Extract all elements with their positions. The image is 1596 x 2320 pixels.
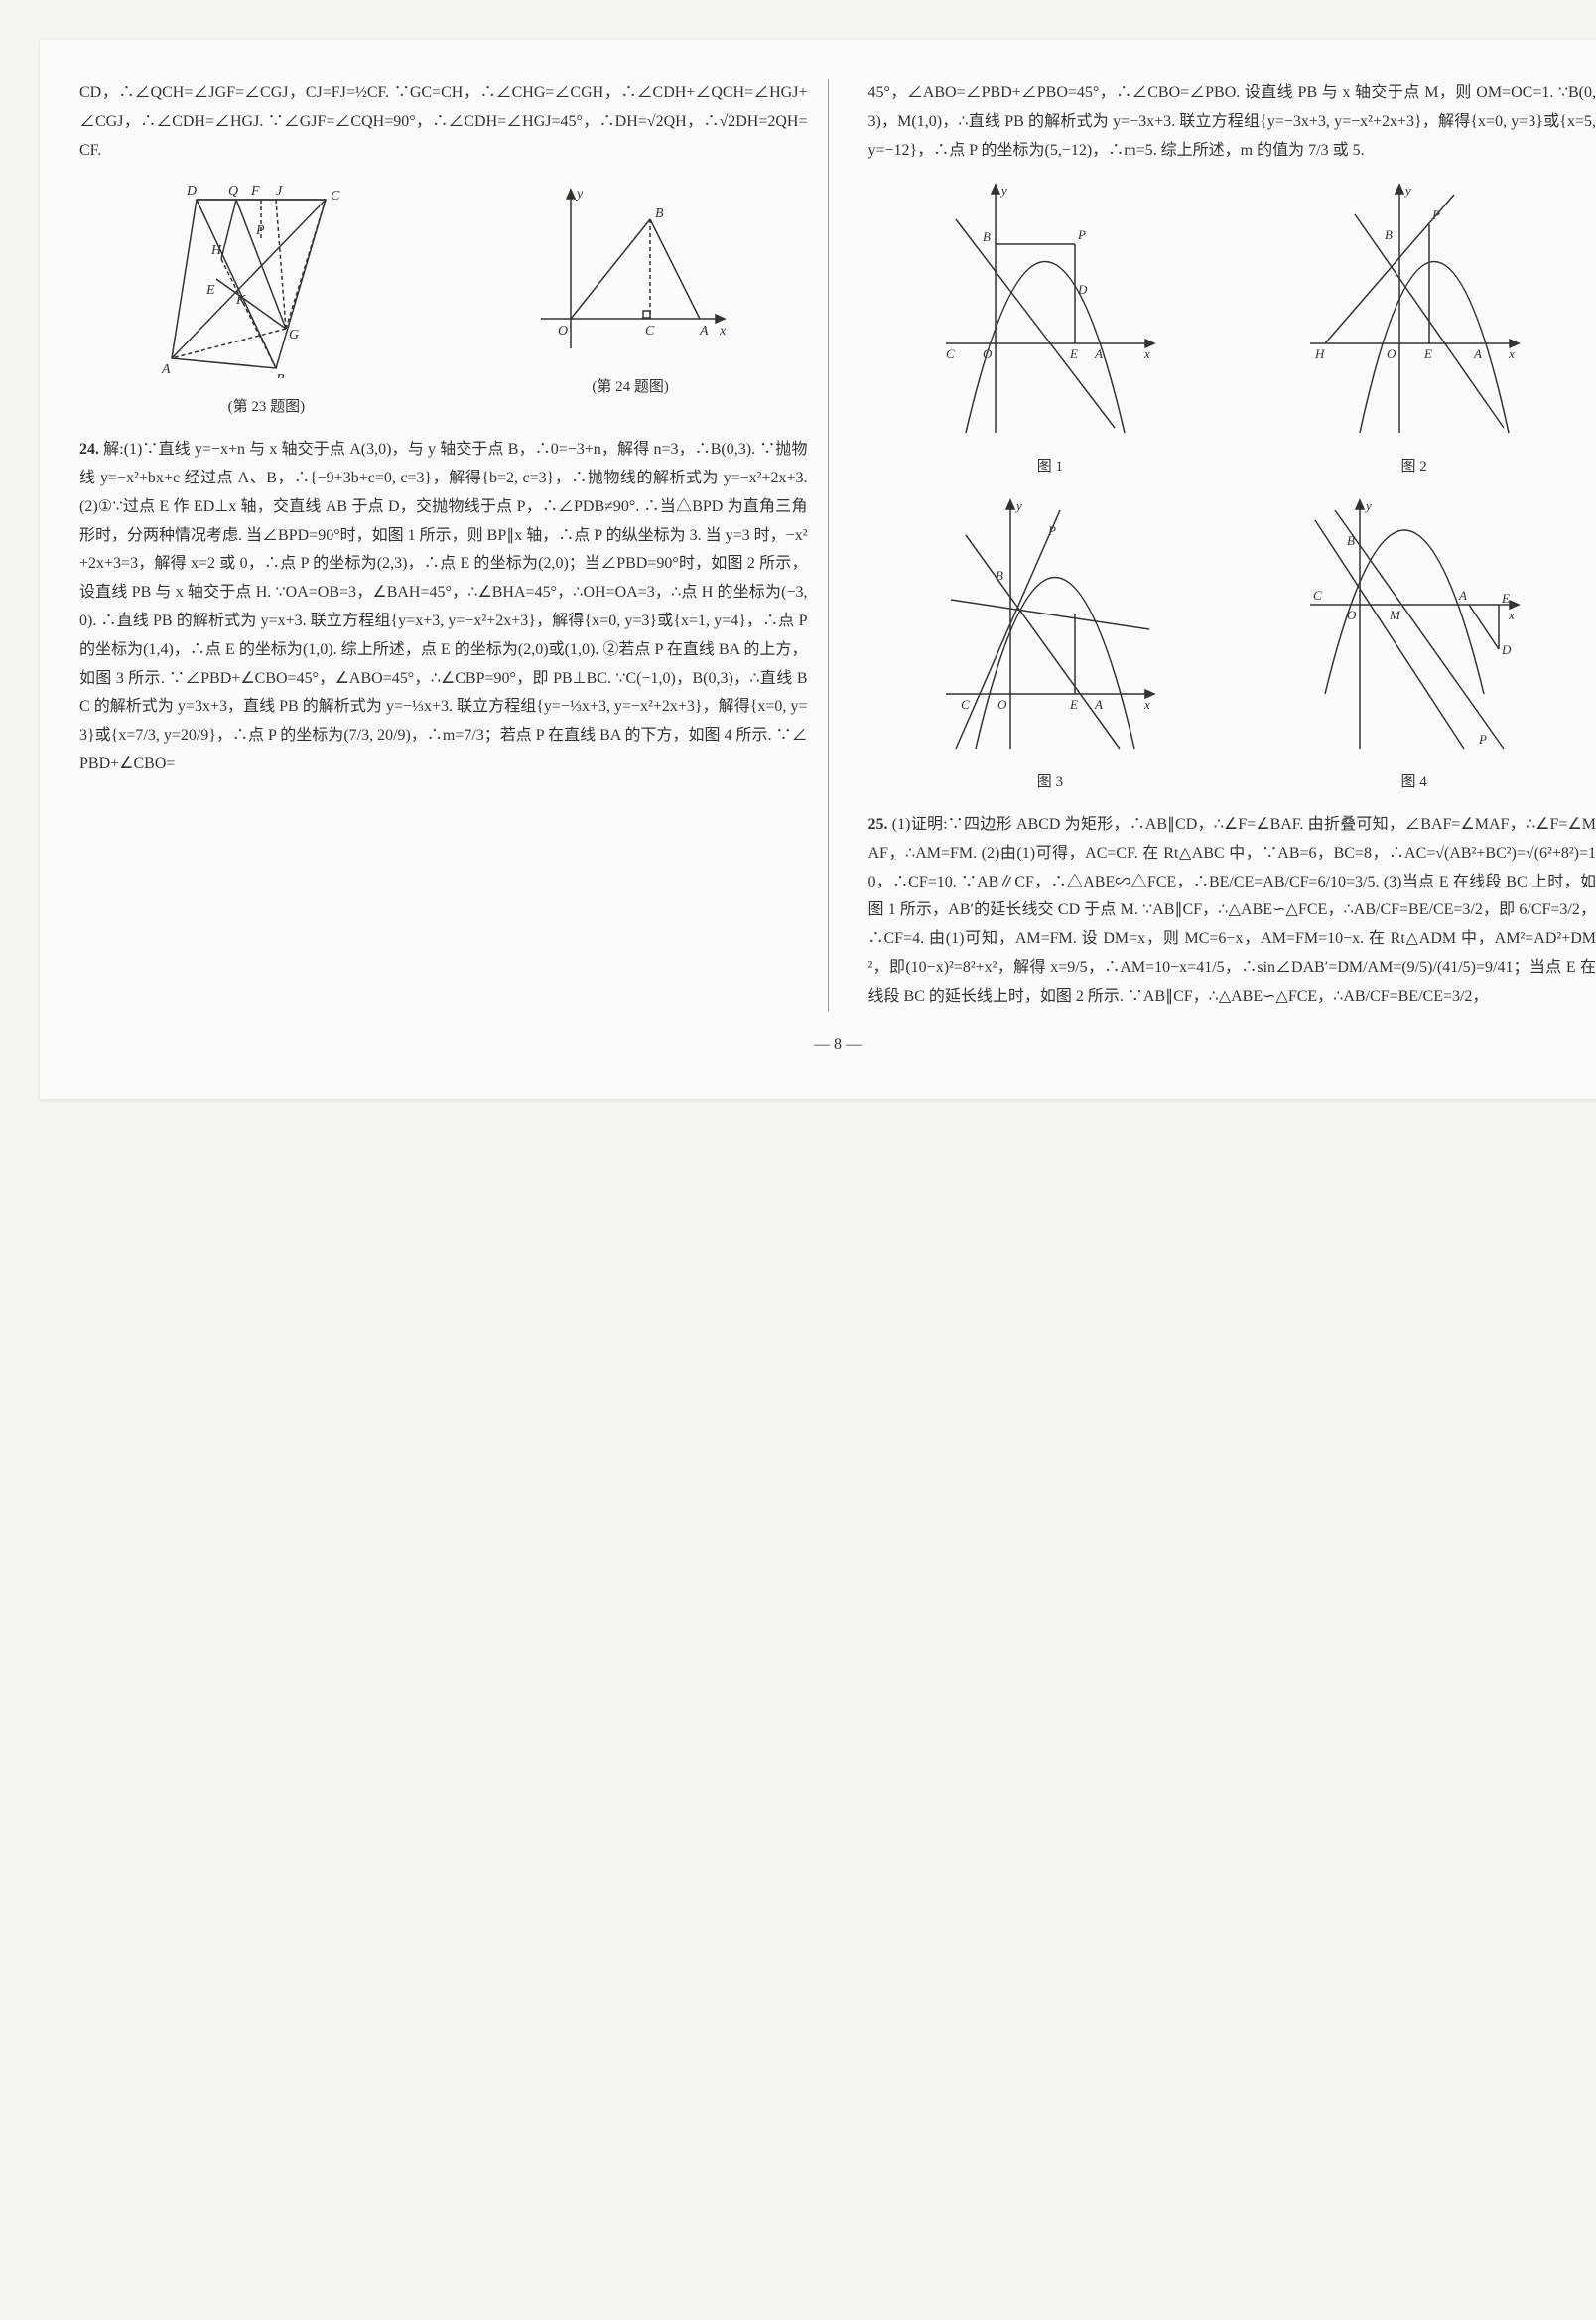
right-column: 45°，∠ABO=∠PBD+∠PBO=45°，∴∠CBO=∠PBO. 设直线 P… [849,79,1596,1012]
svg-text:H: H [210,243,222,258]
svg-text:y: y [999,183,1007,198]
svg-text:A: A [161,362,171,377]
paragraph-continuation: CD，∴∠QCH=∠JGF=∠CGJ，CJ=FJ=½CF. ∵GC=CH，∴∠C… [79,79,808,165]
svg-text:A: A [1094,697,1103,712]
svg-text:y: y [1403,183,1411,198]
svg-text:P: P [1047,523,1056,538]
svg-text:P: P [1431,207,1440,222]
fig4-box: O A B C D E M P x y 图 4 [1305,495,1524,796]
svg-text:x: x [719,324,727,339]
diagram-row-fig34: O A B C E P x y 图 3 [868,495,1596,796]
diagram-23-box: A B C D E F G H J K P Q [157,180,375,421]
svg-text:B: B [996,568,1003,583]
svg-text:E: E [1501,591,1510,606]
svg-text:A: A [1458,588,1467,603]
svg-text:P: P [1478,732,1487,747]
fig1-svg: O A B C D E P x y [941,180,1159,438]
diagram-24-svg: O A B C x y [531,180,730,358]
page-number: — 8 — [79,1031,1596,1060]
problem-24-text: 24. 解:(1)∵直线 y=−x+n 与 x 轴交于点 A(3,0)，与 y … [79,436,808,779]
fig4-caption: 图 4 [1305,769,1524,796]
svg-text:D: D [1077,282,1088,297]
svg-text:O: O [1347,608,1357,622]
svg-text:G: G [289,328,299,342]
svg-text:x: x [1143,697,1150,712]
svg-text:M: M [1389,608,1401,622]
svg-text:A: A [1473,346,1482,361]
svg-text:C: C [331,189,340,204]
svg-text:B: B [655,206,664,221]
svg-text:C: C [645,324,655,339]
svg-text:C: C [961,697,970,712]
svg-text:B: B [1385,227,1393,242]
svg-text:x: x [1508,608,1515,622]
diagram-23-caption: (第 23 题图) [157,394,375,421]
svg-text:B: B [1347,533,1355,548]
svg-text:H: H [1314,346,1325,361]
svg-text:A: A [1094,346,1103,361]
diagram-24-caption: (第 24 题图) [531,374,730,401]
left-column: CD，∴∠QCH=∠JGF=∠CGJ，CJ=FJ=½CF. ∵GC=CH，∴∠C… [79,79,829,1012]
fig2-svg: O A B E H P x y [1305,180,1524,438]
svg-text:E: E [1069,697,1078,712]
svg-text:D: D [186,184,197,199]
svg-text:C: C [1313,588,1322,603]
svg-text:P: P [255,223,265,238]
svg-text:B: B [983,229,991,244]
svg-text:A: A [699,324,709,339]
svg-text:C: C [946,346,955,361]
problem-24-number: 24. [79,441,99,458]
svg-text:O: O [998,697,1007,712]
fig3-box: O A B C E P x y 图 3 [941,495,1159,796]
svg-text:B: B [276,372,285,378]
svg-text:E: E [1069,346,1078,361]
svg-text:y: y [1014,498,1022,513]
problem-24-body: 解:(1)∵直线 y=−x+n 与 x 轴交于点 A(3,0)，与 y 轴交于点… [79,441,808,772]
two-column-layout: CD，∴∠QCH=∠JGF=∠CGJ，CJ=FJ=½CF. ∵GC=CH，∴∠C… [79,79,1596,1012]
svg-text:y: y [575,187,584,202]
fig1-caption: 图 1 [941,454,1159,480]
svg-text:O: O [983,346,993,361]
diagram-row-23-24: A B C D E F G H J K P Q [79,180,808,421]
problem-25-number: 25. [868,816,888,833]
fig1-box: O A B C D E P x y 图 1 [941,180,1159,480]
svg-text:x: x [1143,346,1150,361]
fig3-caption: 图 3 [941,769,1159,796]
svg-text:P: P [1077,227,1086,242]
fig2-box: O A B E H P x y 图 2 [1305,180,1524,480]
svg-text:E: E [1423,346,1432,361]
svg-text:O: O [1387,346,1396,361]
right-para-1: 45°，∠ABO=∠PBD+∠PBO=45°，∴∠CBO=∠PBO. 设直线 P… [868,79,1596,165]
svg-text:E: E [205,283,215,298]
diagram-24-box: O A B C x y (第 24 题图) [531,180,730,421]
svg-text:Q: Q [228,184,238,199]
svg-text:O: O [558,324,568,339]
svg-text:x: x [1508,346,1515,361]
page-container: CD，∴∠QCH=∠JGF=∠CGJ，CJ=FJ=½CF. ∵GC=CH，∴∠C… [40,40,1596,1099]
svg-text:F: F [250,184,260,199]
svg-text:D: D [1501,642,1512,657]
fig2-caption: 图 2 [1305,454,1524,480]
svg-text:J: J [276,184,283,199]
svg-text:y: y [1364,498,1372,513]
svg-text:K: K [235,293,246,308]
diagram-row-fig12: O A B C D E P x y 图 1 [868,180,1596,480]
problem-25-body: (1)证明:∵四边形 ABCD 为矩形，∴AB∥CD，∴∠F=∠BAF. 由折叠… [868,816,1596,1005]
problem-25-text: 25. (1)证明:∵四边形 ABCD 为矩形，∴AB∥CD，∴∠F=∠BAF.… [868,811,1596,1012]
fig3-svg: O A B C E P x y [941,495,1159,753]
fig4-svg: O A B C D E M P x y [1305,495,1524,753]
diagram-23-svg: A B C D E F G H J K P Q [157,180,375,378]
